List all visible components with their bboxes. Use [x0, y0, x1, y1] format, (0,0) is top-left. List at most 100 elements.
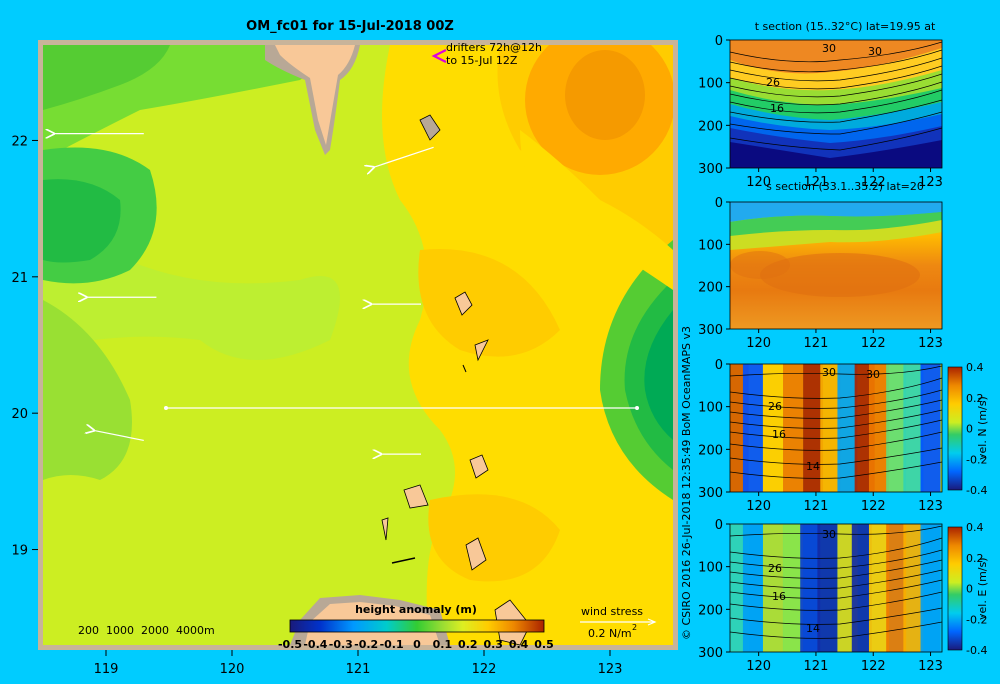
t-contour-label: 30 [868, 45, 882, 58]
vn-contour-label: 14 [806, 460, 820, 473]
drifter-note-line2: to 15-Jul 12Z [446, 54, 518, 67]
vel-colorbar-tick-label: -0.2 [966, 453, 987, 466]
colorbar-tick-label: 0.3 [483, 638, 503, 651]
section-y-tick-label: 100 [698, 401, 723, 416]
map-lon-tick-label: 121 [346, 662, 371, 677]
colorbar-tick-label: 0.4 [509, 638, 529, 651]
map-lon-tick-label: 120 [220, 662, 245, 677]
section-x-tick-label: 123 [918, 499, 943, 514]
temperature-section: t section (15..32°C) lat=19.95 at [730, 20, 942, 168]
vel-colorbar-tick-label: -0.4 [966, 644, 987, 657]
ve-contour-label: 30 [822, 528, 836, 541]
vel-e-section: 30 26 16 14 [730, 524, 963, 652]
vn-contour-label: 30 [822, 366, 836, 379]
colorbar-tick-label: -0.3 [329, 638, 353, 651]
velocity-band [868, 524, 889, 652]
vn-contour-label: 16 [772, 428, 786, 441]
map-lat-tick-label: 21 [11, 271, 28, 286]
section-frame [729, 201, 943, 330]
wind-vector [94, 430, 144, 442]
drifter-note-line1: drifters 72h@12h [446, 41, 542, 54]
t-section-title: t section (15..32°C) lat=19.95 at [755, 20, 936, 33]
velocity-band [920, 524, 941, 652]
section-y-tick-label: 300 [698, 162, 723, 177]
velocity-band [903, 524, 924, 652]
vel-e-colorbar [947, 526, 963, 651]
section-x-tick-label: 120 [746, 659, 771, 674]
velocity-band [886, 364, 907, 492]
colorbar-tick-label: 0 [413, 638, 421, 651]
map-panel: drifters 72h@12h to 15-Jul 12Z 200 1000 … [11, 40, 678, 677]
velocity-band [851, 524, 872, 652]
vel-colorbar-tick-label: 0 [966, 583, 973, 596]
map-lat-tick-label: 19 [11, 544, 28, 559]
section-x-tick-label: 123 [918, 175, 943, 190]
s-section-title: s section (33.1..35.2) lat=20 [766, 180, 924, 193]
velocity-band [803, 364, 824, 492]
velocity-band [762, 524, 783, 652]
colorbar-tick-label: -0.4 [303, 638, 327, 651]
section-x-tick-label: 120 [746, 336, 771, 351]
section-y-tick-label: 200 [698, 281, 723, 296]
map-lat-tick-label: 22 [11, 134, 28, 149]
section-y-tick-label: 0 [715, 358, 723, 373]
colorbar-tick-label: -0.5 [278, 638, 302, 651]
section-x-tick-label: 122 [861, 499, 886, 514]
colorbar-tick-label: -0.1 [380, 638, 404, 651]
velocity-band [837, 364, 858, 492]
section-y-tick-label: 100 [698, 77, 723, 92]
drifter-icon [431, 49, 447, 63]
map-lon-tick-label: 119 [94, 662, 119, 677]
section-frame [729, 363, 943, 493]
section-x-tick-label: 120 [746, 499, 771, 514]
ve-contour-label: 16 [772, 590, 786, 603]
section-x-tick-label: 121 [804, 175, 829, 190]
section-line [164, 406, 639, 410]
velocity-band [920, 364, 941, 492]
section-frame [729, 523, 943, 653]
credit-text: © CSIRO 2016 26-Jul-2018 12:35:49 BoM Oc… [680, 326, 693, 640]
vel-n-colorbar [947, 366, 963, 491]
map-lat-tick-label: 20 [11, 407, 28, 422]
vel-colorbar-tick-label: 0.2 [966, 392, 984, 405]
section-y-tick-label: 300 [698, 323, 723, 338]
section-frame [729, 39, 943, 169]
map-lon-tick-label: 122 [472, 662, 497, 677]
section-x-tick-label: 121 [804, 336, 829, 351]
velocity-band [742, 364, 763, 492]
t-contour-label: 26 [766, 76, 780, 89]
section-y-tick-label: 0 [715, 34, 723, 49]
section-y-tick-label: 0 [715, 518, 723, 533]
section-y-tick-label: 200 [698, 443, 723, 458]
vel-colorbar-tick-label: -0.4 [966, 484, 987, 497]
height-anomaly-colorbar: height anomaly (m) -0.5 -0.4 -0.3 -0.2 -0.1 0… [278, 603, 554, 651]
ve-contour-label: 14 [806, 622, 820, 635]
section-x-tick-label: 121 [804, 659, 829, 674]
wind-stress-label: wind stress [581, 605, 643, 618]
ve-contour-label: 26 [768, 562, 782, 575]
vel-colorbar-tick-label: 0 [966, 423, 973, 436]
vel-colorbar-tick-label: 0.2 [966, 552, 984, 565]
colorbar-tick-label: 0.5 [534, 638, 554, 651]
vel-e-colorbar-label: vel. E (m/s) [976, 557, 989, 620]
sea-level-field [43, 45, 673, 645]
map-axes: 119 120 121 122 123 22 21 20 19 [11, 134, 622, 677]
colorbar-tick-label: -0.2 [354, 638, 378, 651]
section-y-tick-label: 200 [698, 119, 723, 134]
section-x-tick-label: 121 [804, 499, 829, 514]
section-y-tick-label: 300 [698, 486, 723, 501]
wind-ref-value: 0.2 N/m [588, 627, 632, 640]
section-x-tick-label: 120 [746, 175, 771, 190]
velocity-band [886, 524, 907, 652]
depth-legend: 200 1000 2000 4000m [78, 624, 215, 637]
section-y-tick-label: 100 [698, 238, 723, 253]
vel-colorbar-tick-label: 0.4 [966, 361, 984, 374]
vn-contour-label: 30 [866, 368, 880, 381]
vel-colorbar-tick-label: 0.4 [966, 521, 984, 534]
colorbar-title: height anomaly (m) [355, 603, 477, 616]
vel-n-section: 30 30 26 16 14 [730, 364, 963, 492]
wind-ref-exponent: 2 [632, 623, 637, 632]
